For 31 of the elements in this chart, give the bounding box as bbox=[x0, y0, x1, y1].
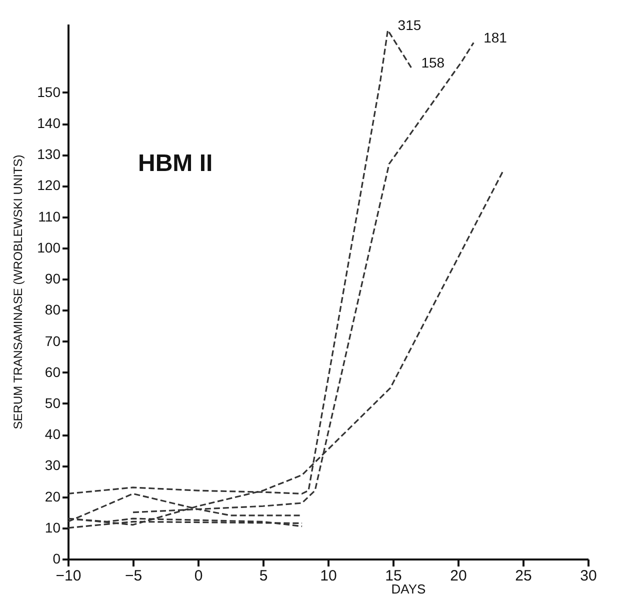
y-tick-label: 80 bbox=[44, 302, 61, 318]
y-tick-label: 130 bbox=[37, 146, 61, 162]
x-tick-label: 20 bbox=[450, 568, 467, 584]
annotation: 315 bbox=[398, 17, 422, 34]
y-tick-label: 140 bbox=[37, 115, 61, 132]
y-tick-label: 120 bbox=[37, 177, 61, 194]
y-axis-title: SERUM TRANSAMINASE (WROBLEWSKI UNITS) bbox=[11, 154, 26, 430]
y-tick-label: 50 bbox=[44, 394, 61, 411]
x-tick-label: 25 bbox=[515, 568, 532, 584]
y-tick-label: 90 bbox=[44, 270, 61, 287]
y-tick-label: 100 bbox=[37, 239, 61, 256]
y-tick-label: 10 bbox=[44, 519, 61, 536]
annotation: 181 bbox=[484, 30, 508, 46]
y-tick-label: 60 bbox=[44, 364, 61, 380]
y-tick-label: 110 bbox=[38, 208, 61, 224]
y-tick-label: 150 bbox=[37, 84, 61, 100]
x-tick-label: 10 bbox=[320, 568, 337, 584]
x-tick-label: 0 bbox=[194, 568, 203, 584]
x-tick-label: 5 bbox=[259, 568, 268, 584]
annotation: 158 bbox=[421, 54, 445, 71]
x-tick-label: −5 bbox=[124, 568, 142, 584]
y-tick-label: 40 bbox=[44, 426, 61, 442]
x-tick-label: 15 bbox=[385, 568, 402, 584]
y-tick-label: 0 bbox=[52, 550, 61, 566]
x-tick-label: 30 bbox=[580, 568, 597, 584]
x-tick-label: −10 bbox=[56, 568, 82, 584]
y-tick-label: 20 bbox=[44, 488, 61, 504]
y-tick-label: 70 bbox=[44, 332, 61, 349]
y-tick-label: 30 bbox=[44, 457, 61, 474]
text: HBM II bbox=[138, 150, 213, 177]
x-axis-title: DAYS bbox=[391, 582, 426, 596]
